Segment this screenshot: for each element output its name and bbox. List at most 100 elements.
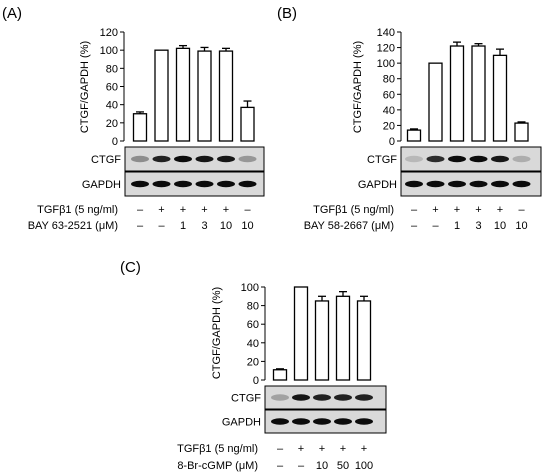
y-tick-label: 60 bbox=[383, 89, 395, 101]
blot-band bbox=[152, 180, 171, 188]
condition-label: BAY 58-2667 (μM) bbox=[304, 220, 394, 232]
blot-band bbox=[512, 180, 531, 188]
y-tick-label: 0 bbox=[389, 136, 395, 148]
y-tick-label: 120 bbox=[377, 43, 395, 55]
condition-mark: + bbox=[454, 204, 460, 216]
bar bbox=[449, 45, 465, 142]
condition-label: BAY 63-2521 (μM) bbox=[28, 220, 118, 232]
blot-band bbox=[405, 155, 423, 163]
blot-band bbox=[271, 394, 289, 401]
blot-band bbox=[152, 155, 171, 163]
blot-band bbox=[334, 418, 352, 425]
y-tick-label: 100 bbox=[241, 282, 259, 294]
blot-band bbox=[174, 180, 192, 188]
y-tick-label: 120 bbox=[100, 27, 118, 39]
bar bbox=[314, 300, 330, 381]
condition-mark: 3 bbox=[475, 220, 481, 232]
y-tick-label: 0 bbox=[253, 375, 259, 387]
bar bbox=[514, 122, 529, 142]
condition-mark: + bbox=[158, 204, 164, 216]
condition-mark: – bbox=[277, 460, 284, 472]
panel-label: (B) bbox=[277, 5, 297, 22]
blot-band bbox=[512, 155, 531, 163]
bar bbox=[154, 49, 169, 142]
condition-mark: – bbox=[137, 204, 144, 216]
blot-band bbox=[217, 155, 235, 163]
y-axis-label: CTGF/GAPDH (%) bbox=[211, 287, 223, 379]
condition-label: TGFβ1 (5 ng/ml) bbox=[37, 204, 118, 216]
condition-mark: + bbox=[340, 443, 346, 455]
blot-label: GAPDH bbox=[222, 417, 261, 429]
condition-mark: + bbox=[361, 443, 367, 455]
panel-1: (B) CTGF/GAPDH (%) 0 20 40 60 80 100 120 140 CTGF G… bbox=[277, 5, 542, 232]
bar bbox=[218, 50, 234, 142]
bar bbox=[272, 369, 288, 381]
condition-mark: 10 bbox=[316, 460, 328, 472]
blot-band bbox=[313, 418, 331, 425]
y-tick-label: 60 bbox=[106, 82, 118, 94]
panel-label: (A) bbox=[2, 5, 22, 22]
condition-mark: + bbox=[497, 204, 503, 216]
condition-mark: – bbox=[411, 220, 418, 232]
y-tick-label: 40 bbox=[106, 100, 118, 112]
condition-mark: 1 bbox=[454, 220, 460, 232]
condition-label: TGFβ1 (5 ng/ml) bbox=[177, 443, 258, 455]
bar bbox=[428, 62, 443, 142]
blot-label: GAPDH bbox=[358, 179, 397, 191]
condition-mark: – bbox=[518, 204, 525, 216]
condition-mark: – bbox=[277, 443, 284, 455]
blot-band bbox=[448, 180, 466, 188]
bar bbox=[356, 300, 372, 381]
panel-0: (A) CTGF/GAPDH (%) 0 20 40 60 80 100 120 CTGF GAPD… bbox=[2, 5, 265, 232]
blot-band bbox=[292, 418, 310, 425]
blot-label: CTGF bbox=[367, 154, 397, 166]
blot-band bbox=[131, 180, 149, 188]
condition-mark: 50 bbox=[337, 460, 349, 472]
y-tick-label: 60 bbox=[247, 319, 259, 331]
bar bbox=[240, 106, 255, 142]
y-tick-label: 40 bbox=[247, 338, 259, 350]
y-tick-label: 20 bbox=[106, 118, 118, 130]
blot-band bbox=[491, 180, 509, 188]
condition-mark: – bbox=[158, 220, 165, 232]
blot-band bbox=[195, 180, 214, 188]
panel-label: (C) bbox=[120, 259, 141, 276]
condition-mark: – bbox=[432, 220, 439, 232]
condition-mark: – bbox=[137, 220, 144, 232]
blot-label: CTGF bbox=[91, 154, 121, 166]
blot-label: GAPDH bbox=[82, 179, 121, 191]
blot-band bbox=[469, 155, 488, 163]
blot-band bbox=[426, 155, 445, 163]
blot-band bbox=[426, 180, 445, 188]
y-tick-label: 20 bbox=[383, 120, 395, 132]
blot-band bbox=[334, 394, 352, 401]
panel-2: (C) CTGF/GAPDH (%) 0 20 40 60 80 100 CTGF GAPDH TG… bbox=[120, 259, 387, 472]
blot-label: CTGF bbox=[231, 393, 261, 405]
condition-mark: 3 bbox=[201, 220, 207, 232]
blot-band bbox=[292, 394, 310, 401]
condition-mark: 10 bbox=[494, 220, 506, 232]
y-axis-label: CTGF/GAPDH (%) bbox=[79, 41, 91, 133]
y-tick-label: 20 bbox=[247, 356, 259, 368]
condition-mark: + bbox=[223, 204, 229, 216]
condition-mark: + bbox=[475, 204, 481, 216]
blot-band bbox=[355, 394, 373, 401]
condition-mark: 1 bbox=[180, 220, 186, 232]
bar bbox=[471, 45, 486, 142]
blot-band bbox=[195, 155, 214, 163]
blot-band bbox=[131, 155, 149, 163]
condition-label: TGFβ1 (5 ng/ml) bbox=[313, 204, 394, 216]
blot-frame bbox=[124, 146, 265, 172]
blot-band bbox=[238, 155, 257, 163]
y-tick-label: 80 bbox=[383, 74, 395, 86]
condition-mark: – bbox=[298, 460, 305, 472]
condition-mark: + bbox=[201, 204, 207, 216]
blot-band bbox=[174, 155, 192, 163]
y-tick-label: 100 bbox=[100, 45, 118, 57]
blot-band bbox=[491, 155, 509, 163]
condition-mark: 10 bbox=[220, 220, 232, 232]
condition-label: 8-Br-cGMP (μM) bbox=[177, 460, 258, 472]
y-tick-label: 0 bbox=[112, 136, 118, 148]
y-tick-label: 40 bbox=[383, 105, 395, 117]
